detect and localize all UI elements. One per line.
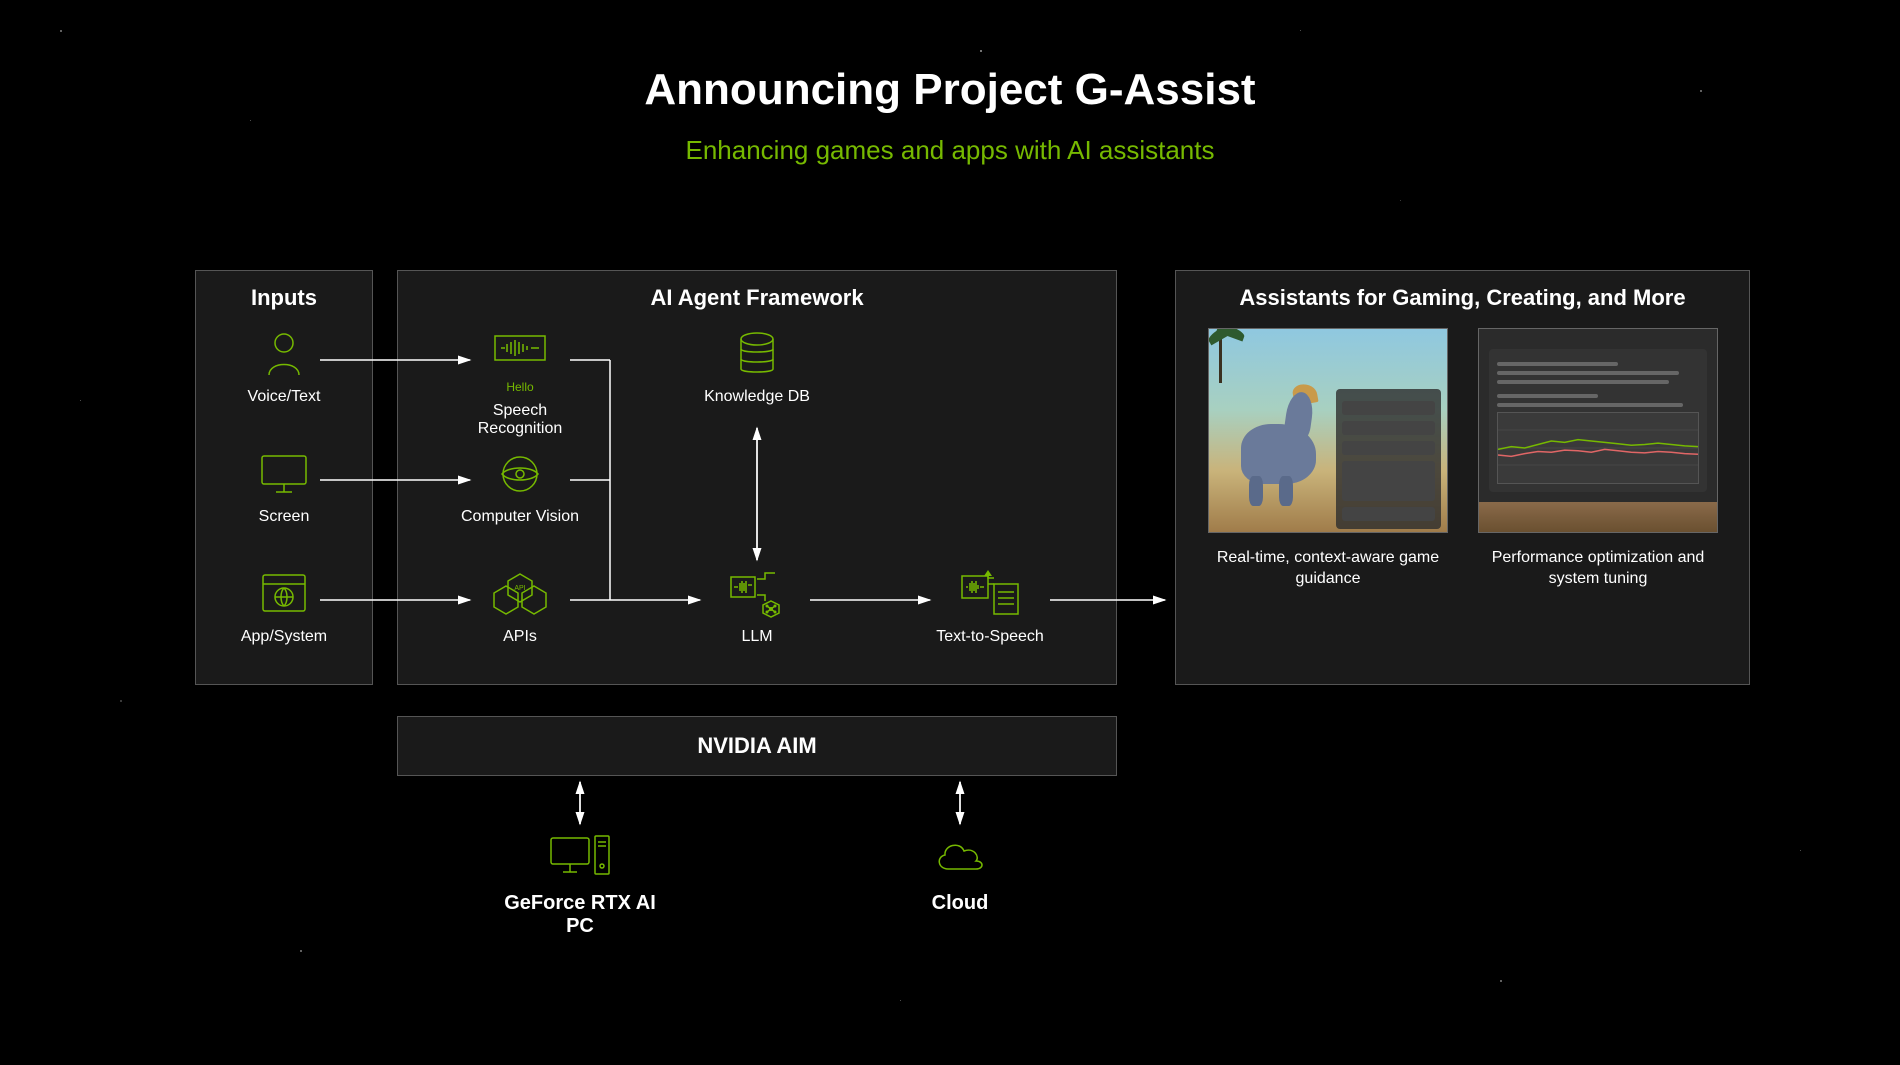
perf-chart <box>1497 412 1699 484</box>
pc-label: GeForce RTX AI PC <box>490 892 670 938</box>
caption-perf-tuning: Performance optimization and system tuni… <box>1478 548 1718 590</box>
voice-text-node: Voice/Text <box>214 328 354 406</box>
eye-icon <box>450 448 590 500</box>
person-icon <box>214 328 354 380</box>
cv-label: Computer Vision <box>450 508 590 526</box>
kdb-node: Knowledge DB <box>687 328 827 406</box>
cloud-label: Cloud <box>880 892 1040 915</box>
page-title: Announcing Project G-Assist <box>0 65 1900 115</box>
appsystem-label: App/System <box>214 628 354 646</box>
page-subtitle: Enhancing games and apps with AI assista… <box>0 135 1900 166</box>
thumb-game-guidance <box>1208 328 1448 533</box>
chip-net-icon <box>687 568 827 620</box>
asr-sublabel: Hello <box>450 380 590 394</box>
asr-node: Hello Speech Recognition <box>450 326 590 438</box>
cloud-icon <box>880 830 1040 882</box>
voice-text-label: Voice/Text <box>214 388 354 406</box>
waveform-box-icon <box>450 326 590 378</box>
apis-label: APIs <box>450 628 590 646</box>
desktop-pc-icon <box>490 830 670 882</box>
framework-title: AI Agent Framework <box>398 271 1116 311</box>
tts-node: Text-to-Speech <box>920 568 1060 646</box>
monitor-icon <box>214 448 354 500</box>
apis-node: API APIs <box>450 568 590 646</box>
aim-panel: NVIDIA AIM <box>397 716 1117 776</box>
appsystem-node: App/System <box>214 568 354 646</box>
svg-text:API: API <box>514 585 525 592</box>
screen-node: Screen <box>214 448 354 526</box>
wave-doc-icon <box>920 568 1060 620</box>
cv-node: Computer Vision <box>450 448 590 526</box>
assistants-title: Assistants for Gaming, Creating, and Mor… <box>1176 271 1749 311</box>
tts-label: Text-to-Speech <box>920 628 1060 646</box>
pc-node: GeForce RTX AI PC <box>490 830 670 938</box>
aim-title: NVIDIA AIM <box>697 733 816 759</box>
llm-node: LLM <box>687 568 827 646</box>
hex-api-icon: API <box>450 568 590 620</box>
thumb-perf-tuning <box>1478 328 1718 533</box>
cloud-node: Cloud <box>880 830 1040 915</box>
inputs-title: Inputs <box>196 271 372 311</box>
kdb-label: Knowledge DB <box>687 388 827 406</box>
screen-label: Screen <box>214 508 354 526</box>
asr-label: Speech Recognition <box>450 402 590 438</box>
caption-game-guidance: Real-time, context-aware game guidance <box>1208 548 1448 590</box>
window-globe-icon <box>214 568 354 620</box>
llm-label: LLM <box>687 628 827 646</box>
database-icon <box>687 328 827 380</box>
